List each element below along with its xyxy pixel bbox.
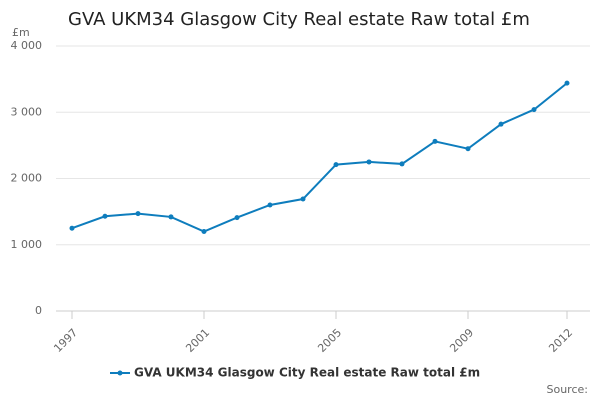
point [498, 121, 504, 127]
x-tick-label: 2005 [315, 326, 344, 355]
chart-title: GVA UKM34 Glasgow City Real estate Raw t… [68, 9, 530, 30]
point [168, 214, 174, 220]
point [300, 196, 306, 202]
point [135, 211, 141, 217]
x-tick-label: 2012 [546, 326, 575, 355]
point [564, 80, 570, 86]
point [69, 225, 75, 231]
legend: GVA UKM34 Glasgow City Real estate Raw t… [134, 366, 480, 380]
point [333, 162, 339, 168]
point [366, 159, 372, 165]
x-tick-label: 2009 [447, 326, 476, 355]
series-line [71, 82, 568, 233]
point [102, 213, 108, 219]
source: Source: [547, 383, 589, 396]
y-tick-label: 2 000 [11, 172, 43, 185]
y-tick-label: 4 000 [11, 39, 43, 52]
y-axis-label: £m [12, 26, 30, 39]
point [267, 202, 273, 208]
y-tick-label: 0 [35, 304, 42, 317]
point [432, 138, 438, 144]
x-tick-label: 1997 [51, 326, 80, 355]
y-tick-label: 1 000 [11, 238, 43, 251]
point [465, 146, 471, 152]
point [201, 229, 207, 234]
point [234, 215, 240, 221]
point [399, 161, 405, 167]
y-tick-label: 3 000 [11, 105, 43, 118]
x-tick-label: 2001 [183, 326, 212, 355]
point [531, 107, 537, 113]
legend-marker [117, 370, 123, 376]
